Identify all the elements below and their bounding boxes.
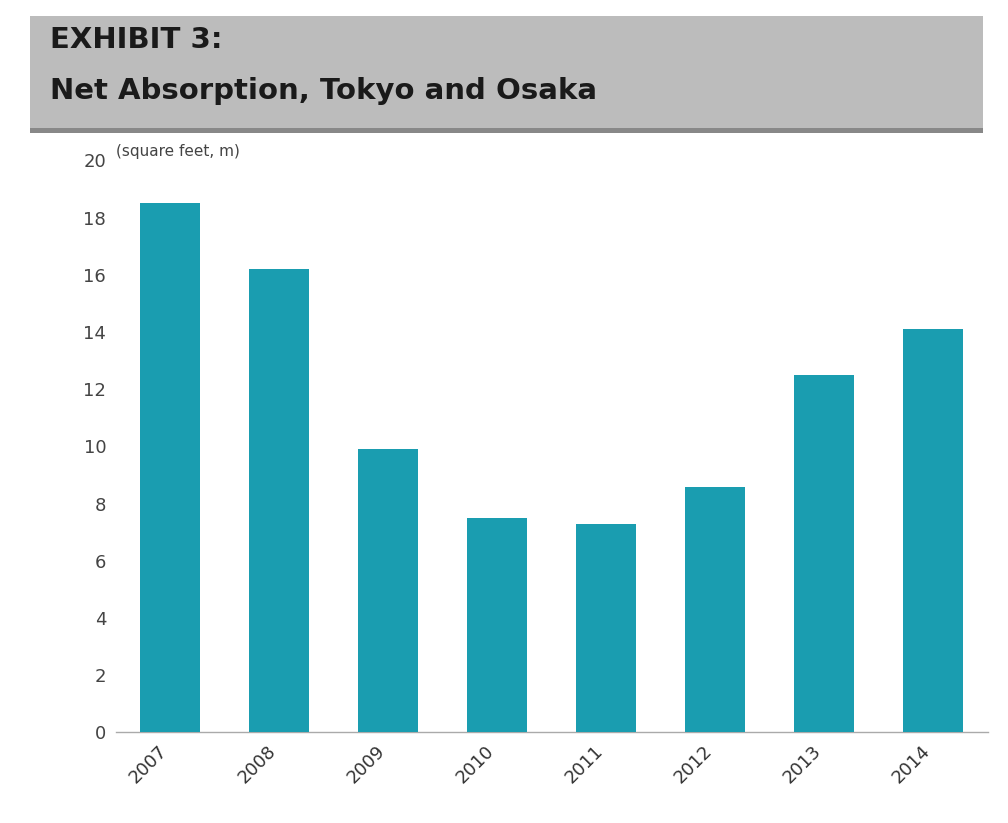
Bar	[903, 329, 964, 732]
Bar	[468, 518, 527, 732]
Text: Net Absorption, Tokyo and Osaka: Net Absorption, Tokyo and Osaka	[50, 77, 598, 105]
Text: EXHIBIT 3:: EXHIBIT 3:	[50, 26, 223, 54]
Bar	[140, 203, 201, 732]
Text: (square feet, m): (square feet, m)	[116, 144, 240, 159]
Bar	[685, 486, 745, 732]
Bar	[794, 375, 855, 732]
Bar	[359, 449, 418, 732]
Bar	[577, 523, 636, 732]
Bar	[249, 269, 309, 732]
